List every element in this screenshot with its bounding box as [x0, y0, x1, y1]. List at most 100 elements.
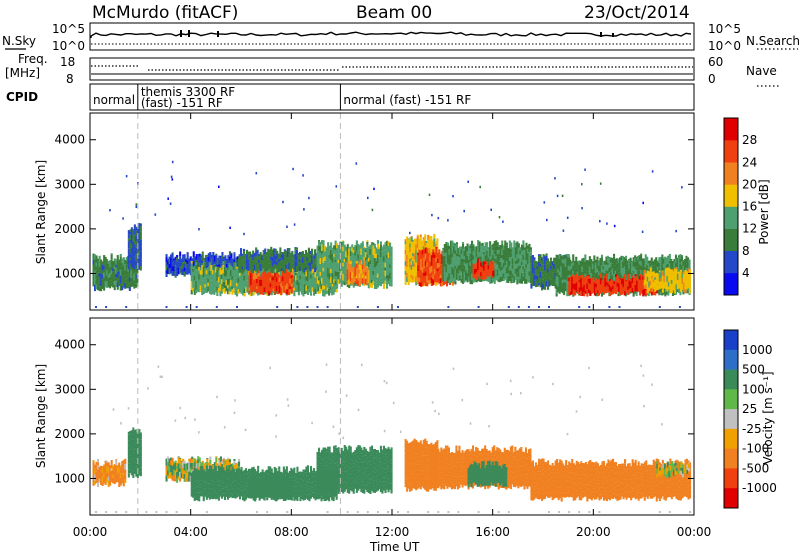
echo-cell: [122, 261, 125, 266]
echo-cell: [205, 274, 208, 281]
echo-cell: [306, 265, 309, 272]
echo-cell: [331, 253, 334, 258]
echo-cell: [370, 279, 373, 284]
echo-cell: [240, 266, 243, 273]
echo-cell: [337, 250, 340, 254]
echo-cell: [263, 267, 266, 272]
echo-cell: [433, 274, 436, 279]
echo-cell: [325, 283, 328, 290]
echo-cell: [314, 255, 317, 259]
echo-cell: [632, 261, 635, 267]
echo-cell: [495, 251, 498, 257]
echo-cell: [596, 277, 599, 282]
echo-cell: [245, 280, 248, 288]
echo-cell: [638, 270, 641, 275]
echo-cell: [641, 266, 644, 272]
echo-cell: [420, 276, 423, 283]
echo-cell: [323, 289, 326, 294]
echo-cell: [335, 289, 338, 293]
echo-cell: [337, 253, 340, 260]
echo-cell: [542, 264, 545, 269]
echo-cell: [486, 267, 489, 273]
echo-cell: [519, 257, 522, 262]
echo-cell: [203, 258, 206, 261]
echo-cell: [263, 281, 266, 288]
echo-cell: [101, 261, 104, 265]
echo-cell: [136, 260, 139, 265]
echo-cell: [531, 280, 534, 287]
echo-cell: [510, 262, 513, 265]
echo-cell: [135, 241, 138, 248]
echo-cell: [95, 266, 98, 271]
echo-cell: [507, 255, 510, 259]
echo-cell: [290, 275, 293, 278]
echo-cell: [550, 257, 553, 261]
echo-cell: [297, 257, 300, 264]
echo-cell: [557, 277, 560, 281]
echo-cell: [306, 252, 309, 255]
echo-cell: [620, 270, 623, 275]
echo-cell: [195, 259, 198, 264]
echo-cell: [593, 263, 596, 267]
echo-cell: [449, 276, 452, 280]
echo-cell: [555, 279, 558, 285]
echo-cell: [469, 248, 472, 254]
echo-cell: [215, 258, 218, 264]
echo-cell: [624, 276, 627, 280]
echo-cell: [227, 255, 230, 259]
echo-cell: [433, 238, 436, 242]
echo-cell: [297, 267, 300, 271]
echo-cell: [442, 251, 445, 257]
echo-cell: [217, 276, 220, 283]
echo-cell: [135, 254, 138, 261]
echo-cell: [451, 257, 454, 262]
echo-cell: [274, 264, 277, 269]
echo-cell: [261, 254, 264, 256]
echo-cell: [508, 248, 511, 253]
echo-scatter: [135, 205, 138, 208]
echo-cell: [225, 259, 228, 264]
echo-cell: [242, 286, 245, 290]
echo-cell: [468, 276, 471, 282]
echo-cell: [436, 238, 439, 242]
echo-cell: [223, 288, 226, 294]
echo-cell: [421, 254, 424, 260]
echo-cell: [446, 246, 449, 251]
echo-cell: [622, 279, 625, 284]
echo-cell: [636, 276, 639, 281]
echo-cell: [508, 240, 511, 244]
echo-cell: [314, 258, 317, 263]
echo-cell: [592, 277, 595, 283]
echo-cell: [236, 266, 239, 269]
echo-cell: [560, 262, 563, 267]
echo-cell: [498, 247, 501, 250]
echo-cell: [412, 270, 415, 277]
echo-cell: [508, 257, 511, 261]
echo-cell: [409, 243, 412, 248]
echo-cell: [100, 286, 103, 292]
echo-cell: [378, 280, 381, 286]
echo-cell: [268, 260, 271, 264]
echo-cell: [308, 288, 311, 293]
echo-cell: [319, 246, 322, 253]
echo-cell: [316, 256, 319, 262]
echo-cell: [94, 259, 97, 264]
echo-cell: [584, 275, 587, 280]
echo-cell: [265, 255, 268, 261]
echo-cell: [346, 250, 349, 256]
echo-cell: [330, 283, 333, 288]
echo-cell: [670, 269, 673, 270]
echo-cell: [435, 247, 438, 249]
echo-cell: [286, 263, 289, 270]
echo-cell: [575, 282, 578, 289]
echo-cell: [647, 260, 650, 264]
echo-cell: [202, 285, 205, 291]
echo-scatter: [229, 226, 231, 229]
echo-cell: [501, 241, 504, 245]
colorbar-swatch: [724, 140, 738, 163]
echo-cell: [247, 251, 250, 256]
echo-cell: [590, 267, 593, 274]
echo-cell: [569, 291, 572, 295]
echo-cell: [234, 263, 237, 264]
echo-cell: [194, 256, 197, 258]
